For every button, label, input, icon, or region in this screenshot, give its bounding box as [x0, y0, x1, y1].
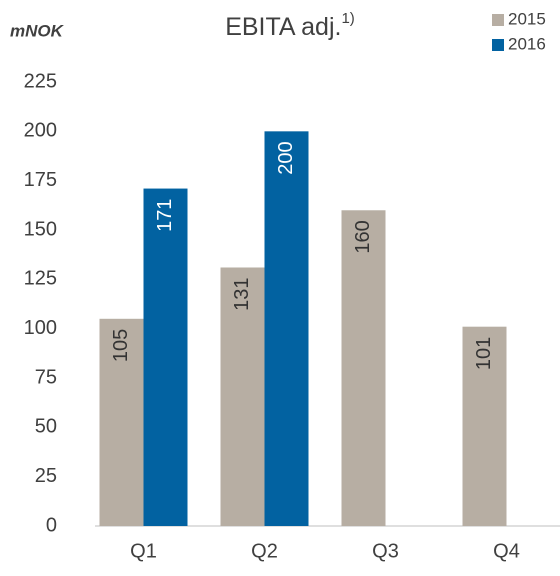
bar [341, 210, 386, 526]
y-tick-label: 100 [24, 317, 57, 339]
x-tick-label: Q4 [493, 540, 520, 562]
x-tick-label: Q1 [130, 540, 157, 562]
y-tick-label: 175 [24, 169, 57, 191]
y-tick-label: 125 [24, 268, 57, 290]
data-label: 131 [231, 277, 253, 310]
bar [99, 318, 144, 526]
title-note: 1) [341, 10, 354, 27]
bar [220, 267, 265, 526]
bar [143, 188, 188, 526]
x-tick-label: Q3 [372, 540, 399, 562]
x-tick-label: Q2 [251, 540, 278, 562]
y-tick-label: 25 [35, 465, 57, 487]
data-label: 105 [110, 329, 132, 362]
y-tick-label: 50 [35, 416, 57, 438]
y-tick-label: 0 [46, 514, 57, 536]
data-label: 171 [154, 199, 176, 232]
data-label: 160 [352, 220, 374, 253]
y-axis-label: mNOK [10, 21, 65, 40]
title-text: EBITA adj. [225, 13, 341, 41]
chart-title: EBITA adj.1) [225, 10, 355, 41]
data-label: 101 [473, 337, 495, 370]
bar [462, 326, 507, 526]
legend-swatch [492, 39, 504, 51]
legend-label: 2015 [508, 9, 546, 28]
y-tick-label: 225 [24, 70, 57, 92]
legend-label: 2016 [508, 34, 546, 53]
legend-swatch [492, 14, 504, 26]
bar [264, 131, 309, 527]
y-tick-label: 150 [24, 218, 57, 240]
data-label: 200 [275, 141, 297, 174]
y-tick-label: 75 [35, 366, 57, 388]
y-tick-label: 200 [24, 120, 57, 142]
